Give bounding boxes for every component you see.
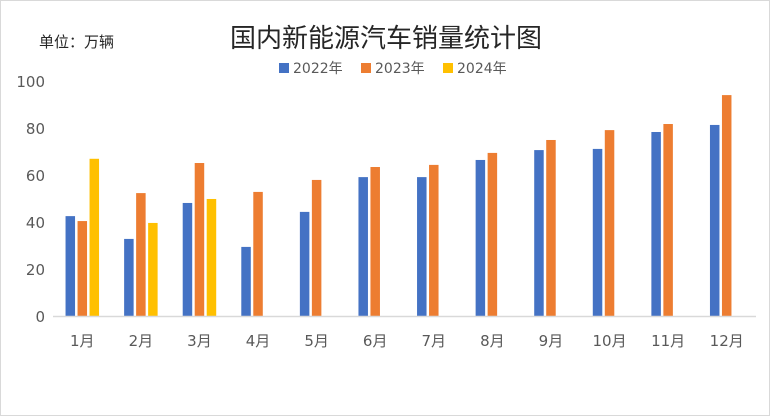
bar-2023年-6月 <box>370 167 380 316</box>
bars <box>65 95 732 316</box>
bar-2023年-2月 <box>136 193 146 316</box>
bar-2023年-7月 <box>429 164 439 316</box>
bar-2022年-3月 <box>182 202 193 316</box>
bar-2022年-8月 <box>475 159 486 316</box>
y-tick-label: 100 <box>16 73 45 91</box>
x-axis: 1月 2月 3月 4月 5月 6月 7月 8月 9月 10月 11月 12月 <box>53 315 756 350</box>
bar-2023年-11月 <box>663 124 673 316</box>
legend-swatch <box>279 63 289 73</box>
x-tick-label: 6月 <box>363 332 388 350</box>
legend-label: 2024年 <box>457 61 507 77</box>
y-tick-label: 80 <box>26 120 45 138</box>
bar-2023年-9月 <box>546 139 556 316</box>
bar-2024年-3月 <box>206 198 217 316</box>
x-tick-label: 3月 <box>187 332 212 350</box>
x-tick-label: 11月 <box>651 332 685 350</box>
x-tick-label: 1月 <box>70 332 95 350</box>
bar-2024年-2月 <box>148 222 158 316</box>
x-tick-label: 5月 <box>304 332 329 350</box>
bar-2023年-1月 <box>77 221 88 316</box>
bar-2022年-5月 <box>299 211 310 316</box>
unit-label: 单位：万辆 <box>39 33 114 51</box>
x-tick-label: 10月 <box>592 332 626 350</box>
bar-2023年-8月 <box>487 152 498 316</box>
legend-swatch <box>361 63 371 73</box>
bar-2022年-6月 <box>358 177 368 316</box>
x-tick-label: 7月 <box>422 332 447 350</box>
x-tick-label: 2月 <box>129 332 154 350</box>
legend-swatch <box>443 63 453 73</box>
legend-label: 2022年 <box>293 61 343 77</box>
bar-2022年-10月 <box>592 148 603 316</box>
y-tick-label: 20 <box>26 261 45 279</box>
bar-2022年-11月 <box>651 131 661 316</box>
bar-2023年-4月 <box>253 191 263 316</box>
bar-2022年-9月 <box>534 150 544 316</box>
bar-2022年-12月 <box>709 124 720 316</box>
bar-2022年-2月 <box>124 238 134 316</box>
bar-2024年-1月 <box>89 158 100 316</box>
legend-label: 2023年 <box>375 61 425 77</box>
y-tick-label: 60 <box>26 167 45 185</box>
bar-2023年-12月 <box>721 95 732 316</box>
legend: 2022年 2023年 2024年 <box>279 61 507 77</box>
bar-2023年-10月 <box>604 130 615 316</box>
x-tick-label: 12月 <box>710 332 744 350</box>
bar-2022年-7月 <box>417 177 427 316</box>
bar-2022年-1月 <box>65 216 76 316</box>
y-tick-label: 40 <box>26 214 45 232</box>
x-tick-label: 8月 <box>480 332 505 350</box>
x-tick-label: 9月 <box>539 332 564 350</box>
y-tick-label: 0 <box>35 308 45 326</box>
y-axis: 0 20 40 60 80 100 <box>16 73 45 326</box>
bar-2022年-4月 <box>241 246 251 316</box>
chart-title: 国内新能源汽车销量统计图 <box>230 24 542 54</box>
bar-2023年-3月 <box>194 163 205 316</box>
bar-2023年-5月 <box>311 179 322 316</box>
x-tick-label: 4月 <box>246 332 271 350</box>
